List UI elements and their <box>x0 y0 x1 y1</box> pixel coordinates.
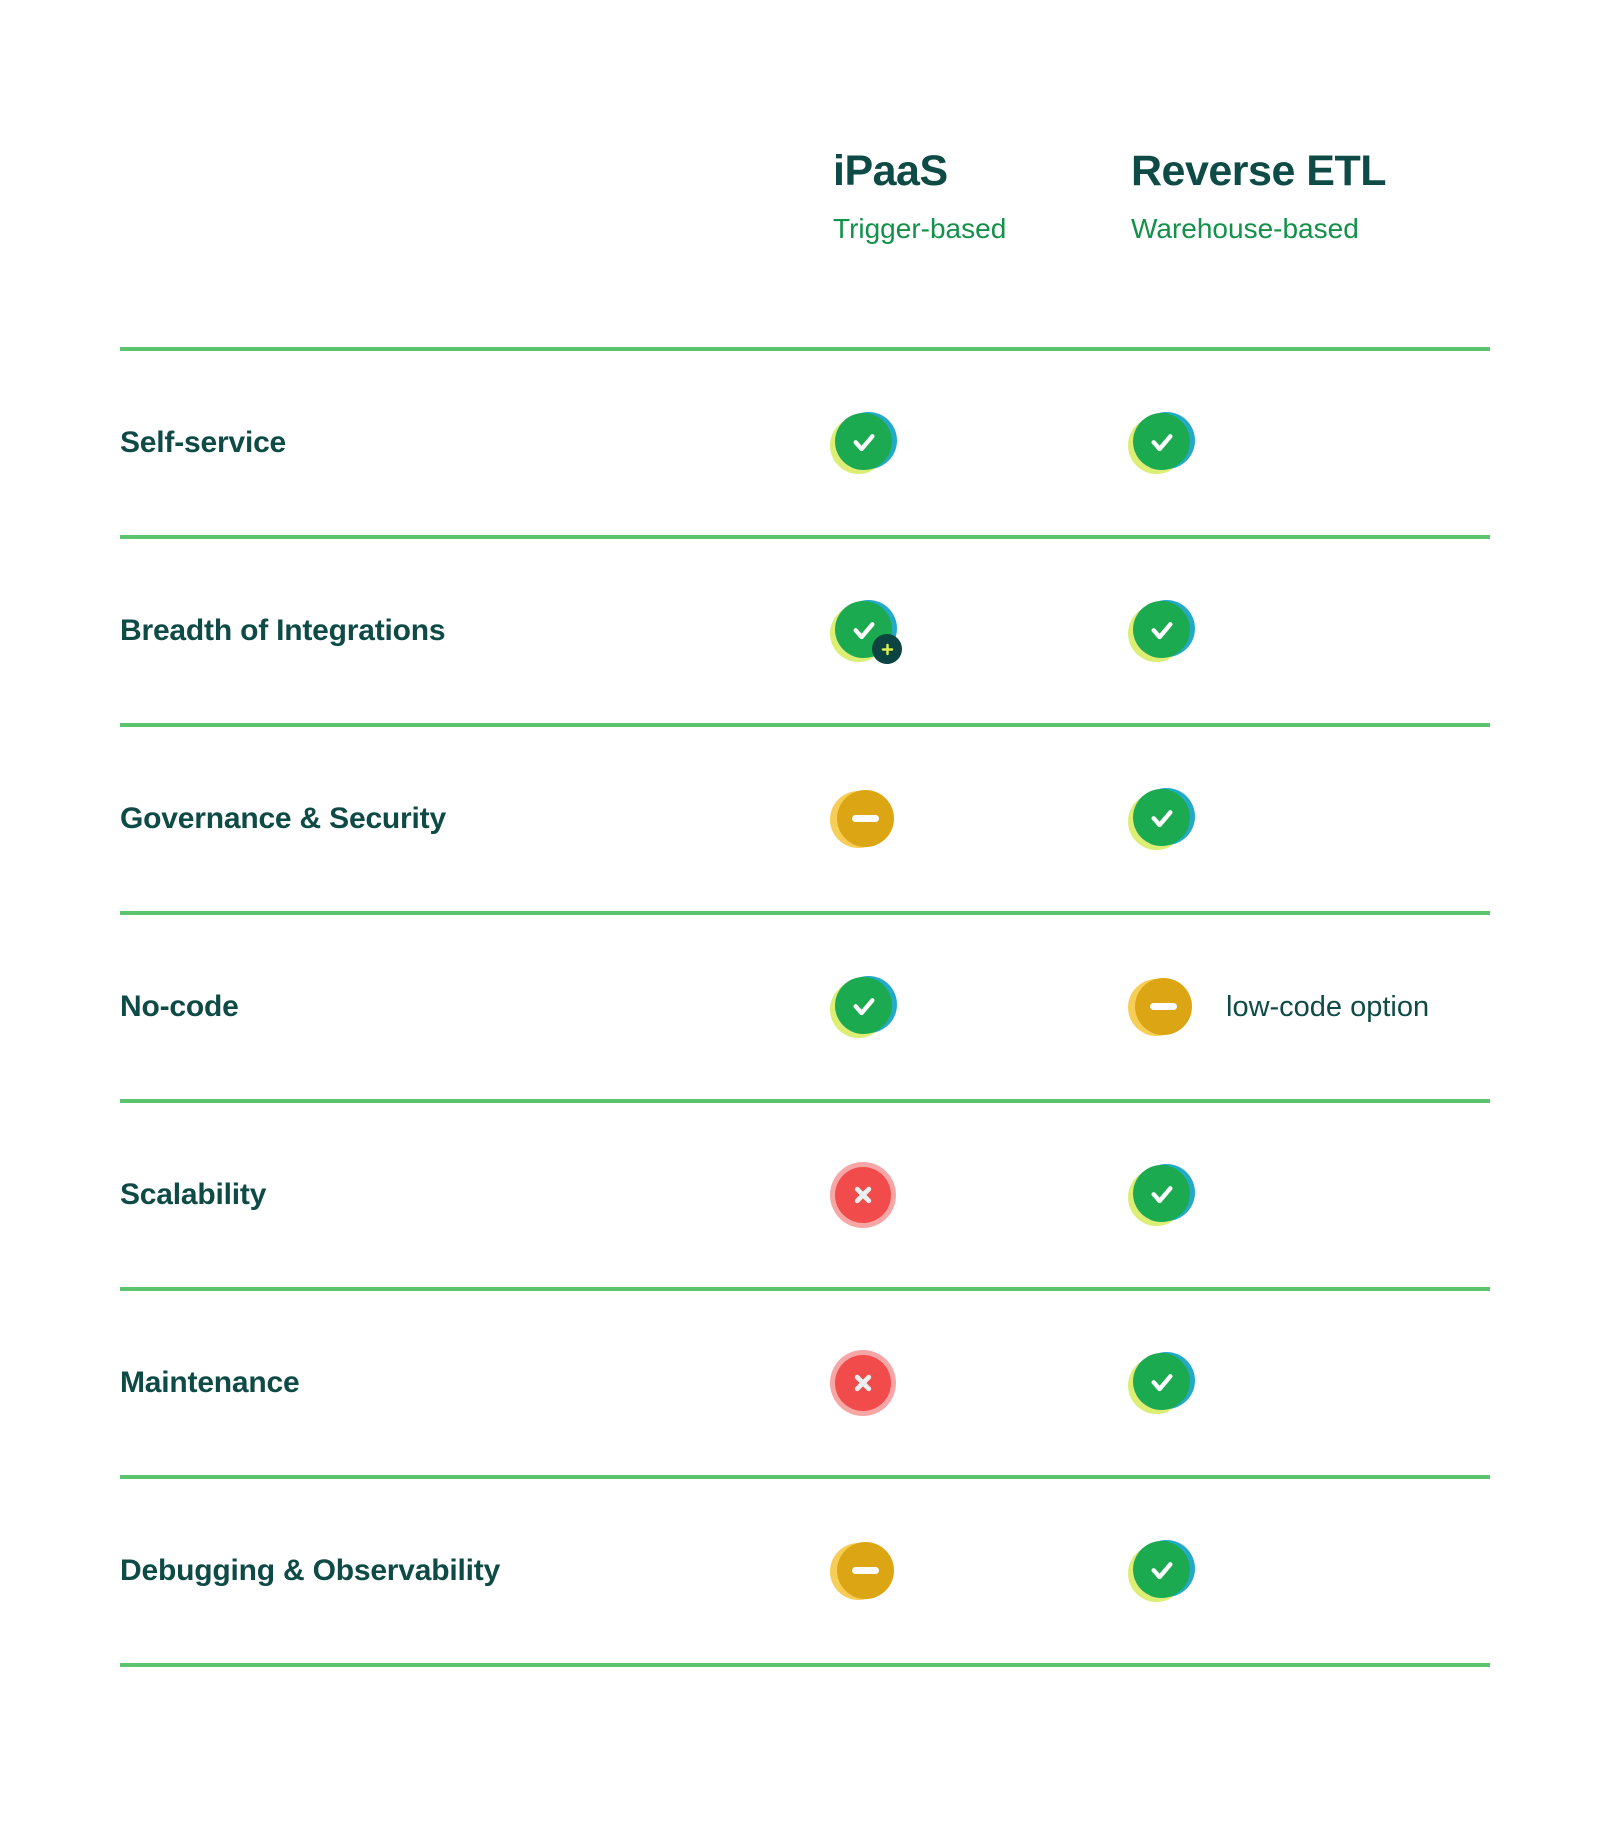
check-circle <box>1133 1165 1190 1222</box>
check-circle <box>1133 1353 1190 1410</box>
dash-icon <box>1128 978 1192 1036</box>
low-code-note: low-code option <box>1226 990 1430 1023</box>
table-row-scalability: Scalability <box>120 1099 1490 1287</box>
plus-badge-icon <box>872 634 902 664</box>
check-circle <box>1133 789 1190 846</box>
table-row-self-service: Self-service <box>120 347 1490 535</box>
row-label: Self-service <box>120 426 287 459</box>
column-header-ipaas: iPaaS Trigger-based <box>830 150 1128 243</box>
table-row-breadth-of-integrations: Breadth of Integrations <box>120 535 1490 723</box>
row-label: Governance & Security <box>120 802 446 835</box>
check-circle <box>835 977 892 1034</box>
row-label: Breadth of Integrations <box>120 614 446 647</box>
table-row-no-code: No-code low-code option <box>120 911 1490 1099</box>
row-label: Maintenance <box>120 1366 300 1399</box>
table-row-governance-security: Governance & Security <box>120 723 1490 911</box>
cross-icon <box>830 1162 896 1228</box>
cross-icon <box>830 1350 896 1416</box>
check-icon <box>1128 788 1195 850</box>
check-circle <box>1133 601 1190 658</box>
dash-bar <box>852 1567 879 1574</box>
row-label: Debugging & Observability <box>120 1554 501 1587</box>
table-row-debugging-observability: Debugging & Observability <box>120 1475 1490 1663</box>
check-icon <box>1128 600 1195 662</box>
dash-circle <box>837 1542 894 1599</box>
ipaas-subtitle: Trigger-based <box>833 213 1007 244</box>
reverse-etl-subtitle: Warehouse-based <box>1131 213 1359 244</box>
check-circle <box>1133 1541 1190 1598</box>
dash-circle <box>1135 978 1192 1035</box>
check-circle <box>835 413 892 470</box>
dash-icon <box>830 790 894 848</box>
check-plus-icon <box>830 600 902 664</box>
column-headers: iPaaS Trigger-based Reverse ETL Warehous… <box>120 150 1490 243</box>
ipaas-title: iPaaS <box>833 147 948 195</box>
check-icon <box>1128 1540 1195 1602</box>
row-label-column-spacer <box>120 150 830 243</box>
cross-circle <box>835 1355 891 1411</box>
reverse-etl-title: Reverse ETL <box>1131 147 1387 195</box>
feature-rows: Self-service <box>120 347 1490 1667</box>
dash-bar <box>1150 1003 1177 1010</box>
cross-circle <box>835 1167 891 1223</box>
check-icon <box>1128 1352 1195 1414</box>
column-header-reverse-etl: Reverse ETL Warehouse-based <box>1128 150 1490 243</box>
dash-circle <box>837 790 894 847</box>
dash-icon <box>830 1542 894 1600</box>
row-label: Scalability <box>120 1178 267 1211</box>
check-icon <box>830 976 897 1038</box>
check-icon <box>830 412 897 474</box>
table-row-maintenance: Maintenance <box>120 1287 1490 1475</box>
check-icon <box>1128 412 1195 474</box>
dash-bar <box>852 815 879 822</box>
check-circle <box>1133 413 1190 470</box>
row-label: No-code <box>120 990 239 1023</box>
check-icon <box>1128 1164 1195 1226</box>
